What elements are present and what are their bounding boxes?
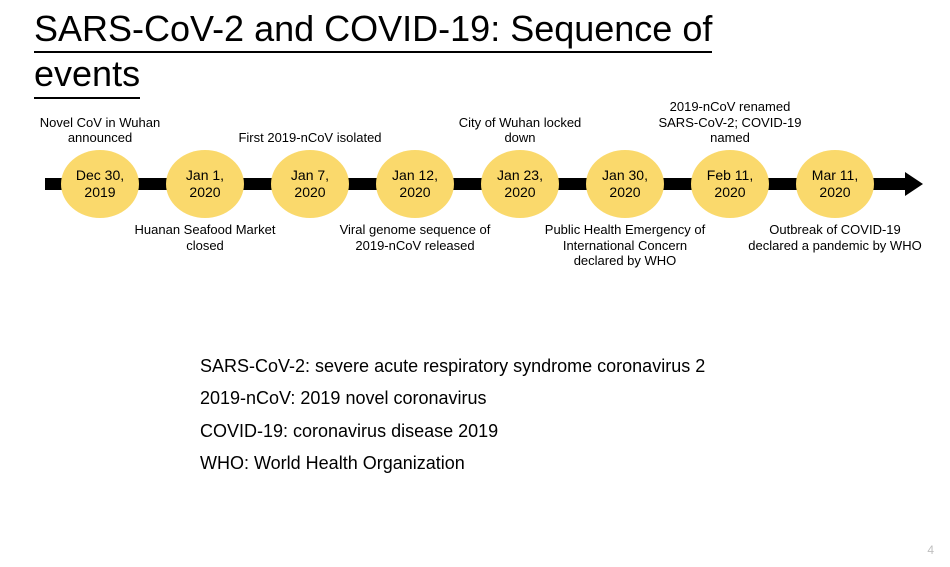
event-label-bottom: Viral genome sequence of 2019-nCoV relea… [325,222,505,253]
event-date-bubble: Mar 11,2020 [796,150,874,218]
slide-title: SARS-CoV-2 and COVID-19: Sequence of eve… [34,8,712,99]
event-label-bottom: Huanan Seafood Market closed [115,222,295,253]
event-date-bubble: Jan 1,2020 [166,150,244,218]
definition-line: COVID-19: coronavirus disease 2019 [200,415,800,447]
event-date-bubble: Dec 30,2019 [61,150,139,218]
timeline-event: Mar 11,2020Outbreak of COVID-19 declared… [785,150,885,218]
event-label-top: 2019-nCoV renamed SARS-CoV-2; COVID-19 n… [650,99,810,146]
definition-line: WHO: World Health Organization [200,447,800,479]
title-line-1: SARS-CoV-2 and COVID-19: Sequence of [34,8,712,53]
event-label-top: City of Wuhan locked down [440,115,600,146]
timeline-event: Jan 30,2020Public Health Emergency of In… [575,150,675,218]
event-date-bubble: Jan 12,2020 [376,150,454,218]
event-date-bubble: Jan 7,2020 [271,150,349,218]
timeline-arrowhead [905,172,923,196]
event-date-bubble: Jan 23,2020 [481,150,559,218]
event-label-top: Novel CoV in Wuhan announced [20,115,180,146]
page-number: 4 [927,543,934,557]
event-label-bottom: Public Health Emergency of International… [535,222,715,269]
definition-line: SARS-CoV-2: severe acute respiratory syn… [200,350,800,382]
event-date-bubble: Jan 30,2020 [586,150,664,218]
timeline: Novel CoV in Wuhan announcedDec 30,2019J… [20,150,930,310]
timeline-event: Novel CoV in Wuhan announcedDec 30,2019 [50,150,150,218]
definitions-block: SARS-CoV-2: severe acute respiratory syn… [200,350,800,480]
timeline-event: Jan 12,2020Viral genome sequence of 2019… [365,150,465,218]
definition-line: 2019-nCoV: 2019 novel coronavirus [200,382,800,414]
timeline-event: 2019-nCoV renamed SARS-CoV-2; COVID-19 n… [680,150,780,218]
title-line-2: events [34,53,140,98]
event-date-bubble: Feb 11,2020 [691,150,769,218]
event-label-bottom: Outbreak of COVID-19 declared a pandemic… [745,222,925,253]
timeline-event: Jan 1,2020Huanan Seafood Market closed [155,150,255,218]
timeline-event: First 2019-nCoV isolatedJan 7,2020 [260,150,360,218]
slide: SARS-CoV-2 and COVID-19: Sequence of eve… [0,0,950,567]
timeline-event: City of Wuhan locked downJan 23,2020 [470,150,570,218]
event-label-top: First 2019-nCoV isolated [230,130,390,146]
